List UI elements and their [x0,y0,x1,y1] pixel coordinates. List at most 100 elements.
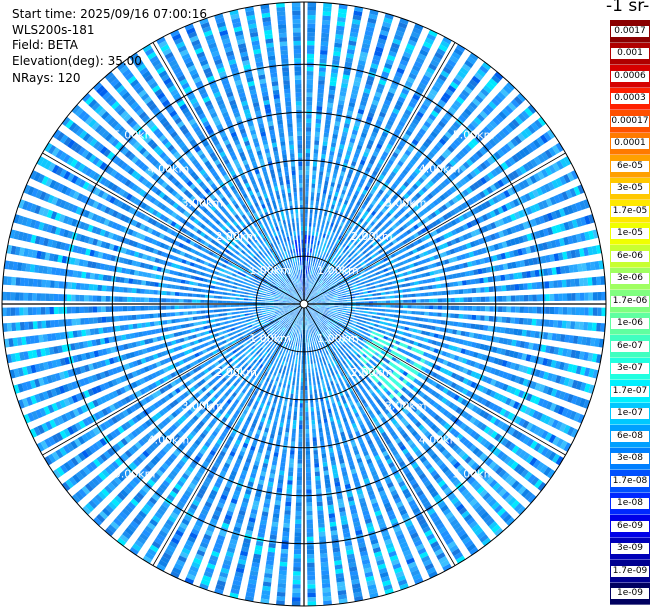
range-bin [440,483,449,491]
range-bin [500,327,506,334]
range-bin [281,360,285,366]
range-bin [368,399,374,405]
range-bin [247,324,253,328]
range-bin [329,326,334,330]
range-bin [338,405,343,411]
range-bin [219,282,225,286]
range-bin [424,305,430,310]
range-bin [331,371,335,377]
range-bin [75,282,81,290]
range-bin [260,304,266,306]
range-bin [239,294,245,297]
range-bin [235,308,240,311]
range-bin [296,385,299,391]
range-bin [278,426,283,432]
range-bin [315,322,318,327]
range-bin [140,305,145,311]
range-bin [71,306,76,314]
range-bin [129,333,135,339]
range-bin [481,334,487,341]
range-bin [546,386,554,396]
range-bin [353,356,359,362]
range-bin [435,442,443,450]
range-bin [318,313,322,317]
range-bin [473,432,481,441]
range-bin [324,474,330,480]
range-bin [356,391,362,397]
range-bin [472,306,477,311]
range-bin [397,414,404,421]
range-bin [423,337,429,343]
range-bin [157,290,163,295]
range-bin [423,480,432,488]
range-bin [475,407,483,415]
range-bin [450,496,460,505]
range-bin [354,412,360,418]
range-bin [259,319,265,323]
range-bin [510,374,517,382]
range-bin [2,307,7,317]
range-bin [178,305,184,310]
range-bin [419,456,428,464]
range-bin [359,384,364,391]
range-bin [331,534,339,540]
range-bin [360,469,367,476]
range-bin [145,322,151,328]
range-bin [414,577,424,585]
range-bin [282,383,286,389]
range-bin [314,311,319,314]
range-bin [314,363,317,368]
range-bin [328,390,333,396]
range-bin [334,318,340,322]
range-bin [6,322,12,332]
range-bin [314,467,320,472]
range-bin [316,410,321,416]
range-bin [278,300,283,302]
range-bin [80,283,85,290]
range-bin [196,299,201,303]
range-bin [187,299,192,303]
range-bin [297,368,300,373]
range-bin [317,505,324,511]
range-bin [222,308,227,312]
range-bin [280,461,286,467]
range-bin [231,331,237,335]
range-bin [280,553,288,559]
range-bin [324,325,329,330]
range-bin [365,332,371,337]
range-bin [296,480,302,486]
range-bin [475,315,481,321]
range-bin [483,514,492,524]
range-bin [356,401,362,408]
range-bin [282,306,287,308]
range-bin [292,376,296,382]
range-bin [377,354,383,359]
range-bin [489,390,497,398]
range-bin [311,314,315,318]
range-bin [305,437,310,443]
range-bin [186,329,192,334]
range-bin [14,307,20,316]
range-bin [436,416,444,424]
range-bin [338,320,344,324]
range-bin [551,373,558,383]
range-bin [229,280,234,285]
range-bin [181,330,187,335]
range-bin [520,404,528,414]
range-bin [283,518,291,524]
range-bin [294,402,298,408]
range-bin [308,305,313,307]
range-bin [307,579,316,585]
range-bin [253,325,258,329]
range-bin [304,355,307,361]
range-bin [279,466,285,472]
range-bin [532,459,541,469]
range-bin [422,394,429,401]
range-bin [438,526,447,535]
range-bin [494,433,502,442]
range-bin [387,354,394,360]
range-bin [242,323,248,327]
range-bin [72,330,78,338]
range-bin [470,323,476,329]
range-bin [394,473,402,480]
